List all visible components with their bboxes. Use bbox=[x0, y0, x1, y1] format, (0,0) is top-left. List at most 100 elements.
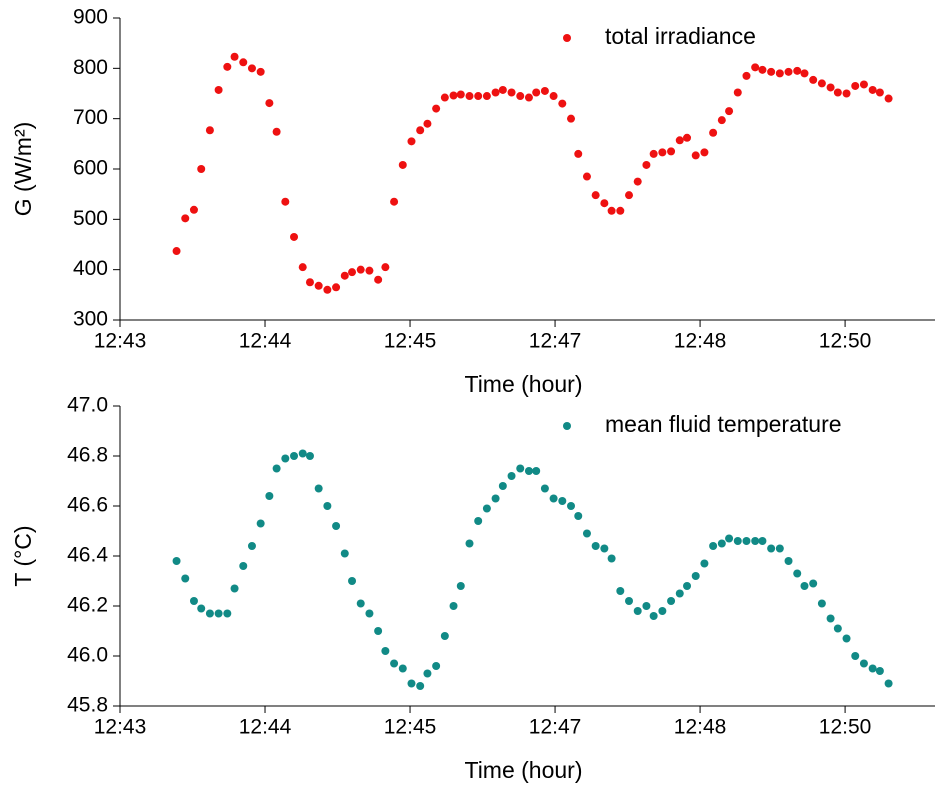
point bbox=[348, 268, 357, 277]
y-tick-label: 46.0 bbox=[67, 644, 108, 667]
point bbox=[440, 93, 449, 102]
point bbox=[725, 107, 734, 116]
y-axis-title: T (°C) bbox=[10, 525, 36, 586]
point bbox=[449, 91, 458, 100]
point bbox=[633, 607, 642, 615]
point bbox=[868, 85, 877, 94]
point bbox=[214, 609, 223, 618]
x-tick-label: 12:50 bbox=[819, 716, 872, 739]
point bbox=[272, 464, 281, 473]
point bbox=[809, 579, 818, 588]
point bbox=[558, 99, 567, 108]
x-tick-label: 12:50 bbox=[819, 330, 872, 353]
point bbox=[230, 52, 239, 61]
point bbox=[851, 81, 860, 90]
point bbox=[591, 542, 600, 550]
point bbox=[265, 99, 274, 108]
point bbox=[265, 492, 274, 500]
point bbox=[833, 88, 842, 97]
point bbox=[456, 90, 465, 99]
y-tick-label: 900 bbox=[73, 6, 108, 29]
y-tick-label: 45.8 bbox=[67, 694, 108, 717]
point bbox=[558, 497, 567, 505]
point bbox=[567, 114, 576, 123]
point bbox=[859, 80, 868, 89]
point bbox=[498, 85, 507, 94]
point bbox=[507, 88, 516, 97]
point bbox=[709, 542, 718, 550]
point bbox=[817, 79, 826, 88]
point bbox=[197, 604, 206, 613]
point bbox=[423, 669, 432, 678]
point bbox=[407, 679, 416, 688]
point bbox=[256, 519, 265, 528]
x-tick-label: 12:47 bbox=[529, 330, 582, 353]
point bbox=[875, 88, 884, 97]
point bbox=[616, 206, 625, 215]
point bbox=[281, 197, 290, 206]
point bbox=[733, 537, 742, 545]
point bbox=[356, 265, 365, 274]
point bbox=[524, 467, 533, 475]
point bbox=[390, 197, 399, 206]
point bbox=[607, 206, 616, 215]
point bbox=[516, 464, 525, 473]
point bbox=[758, 65, 767, 74]
point bbox=[884, 679, 893, 688]
x-tick-label: 12:47 bbox=[529, 716, 582, 739]
point bbox=[230, 584, 239, 593]
point bbox=[507, 472, 516, 480]
point bbox=[574, 149, 583, 158]
point bbox=[407, 137, 416, 146]
point bbox=[465, 92, 474, 101]
point bbox=[800, 69, 809, 78]
point bbox=[758, 537, 767, 545]
point bbox=[809, 75, 818, 84]
point bbox=[305, 278, 314, 287]
point bbox=[817, 599, 826, 608]
point bbox=[549, 92, 558, 101]
point bbox=[540, 484, 549, 493]
point bbox=[440, 632, 449, 640]
point bbox=[340, 549, 349, 558]
point bbox=[332, 283, 341, 292]
point bbox=[298, 449, 307, 458]
point bbox=[549, 494, 558, 503]
point bbox=[356, 599, 365, 608]
point bbox=[290, 452, 299, 460]
point bbox=[398, 664, 407, 673]
legend-label: mean fluid temperature bbox=[605, 411, 842, 437]
point bbox=[574, 512, 583, 520]
x-tick-label: 12:44 bbox=[239, 716, 292, 739]
point bbox=[691, 151, 700, 160]
point bbox=[582, 172, 591, 181]
point bbox=[567, 502, 576, 510]
point bbox=[767, 67, 776, 76]
point bbox=[374, 627, 383, 635]
point bbox=[189, 597, 198, 605]
point bbox=[272, 127, 281, 136]
point bbox=[616, 587, 625, 595]
point bbox=[625, 191, 634, 200]
point bbox=[189, 205, 198, 214]
point bbox=[281, 454, 290, 463]
point bbox=[591, 191, 600, 200]
point bbox=[482, 92, 491, 101]
point bbox=[875, 667, 884, 675]
point bbox=[172, 247, 181, 256]
point bbox=[432, 104, 441, 113]
point bbox=[416, 126, 425, 135]
point bbox=[784, 67, 793, 76]
y-tick-label: 400 bbox=[73, 257, 108, 280]
point bbox=[247, 64, 256, 73]
point bbox=[465, 539, 474, 548]
point bbox=[742, 537, 751, 545]
point bbox=[751, 537, 760, 545]
point bbox=[456, 582, 465, 590]
point bbox=[600, 544, 609, 553]
y-axis-title: G (W/m²) bbox=[10, 122, 36, 217]
point bbox=[365, 609, 374, 618]
legend-label: total irradiance bbox=[605, 23, 756, 49]
point bbox=[833, 624, 842, 633]
